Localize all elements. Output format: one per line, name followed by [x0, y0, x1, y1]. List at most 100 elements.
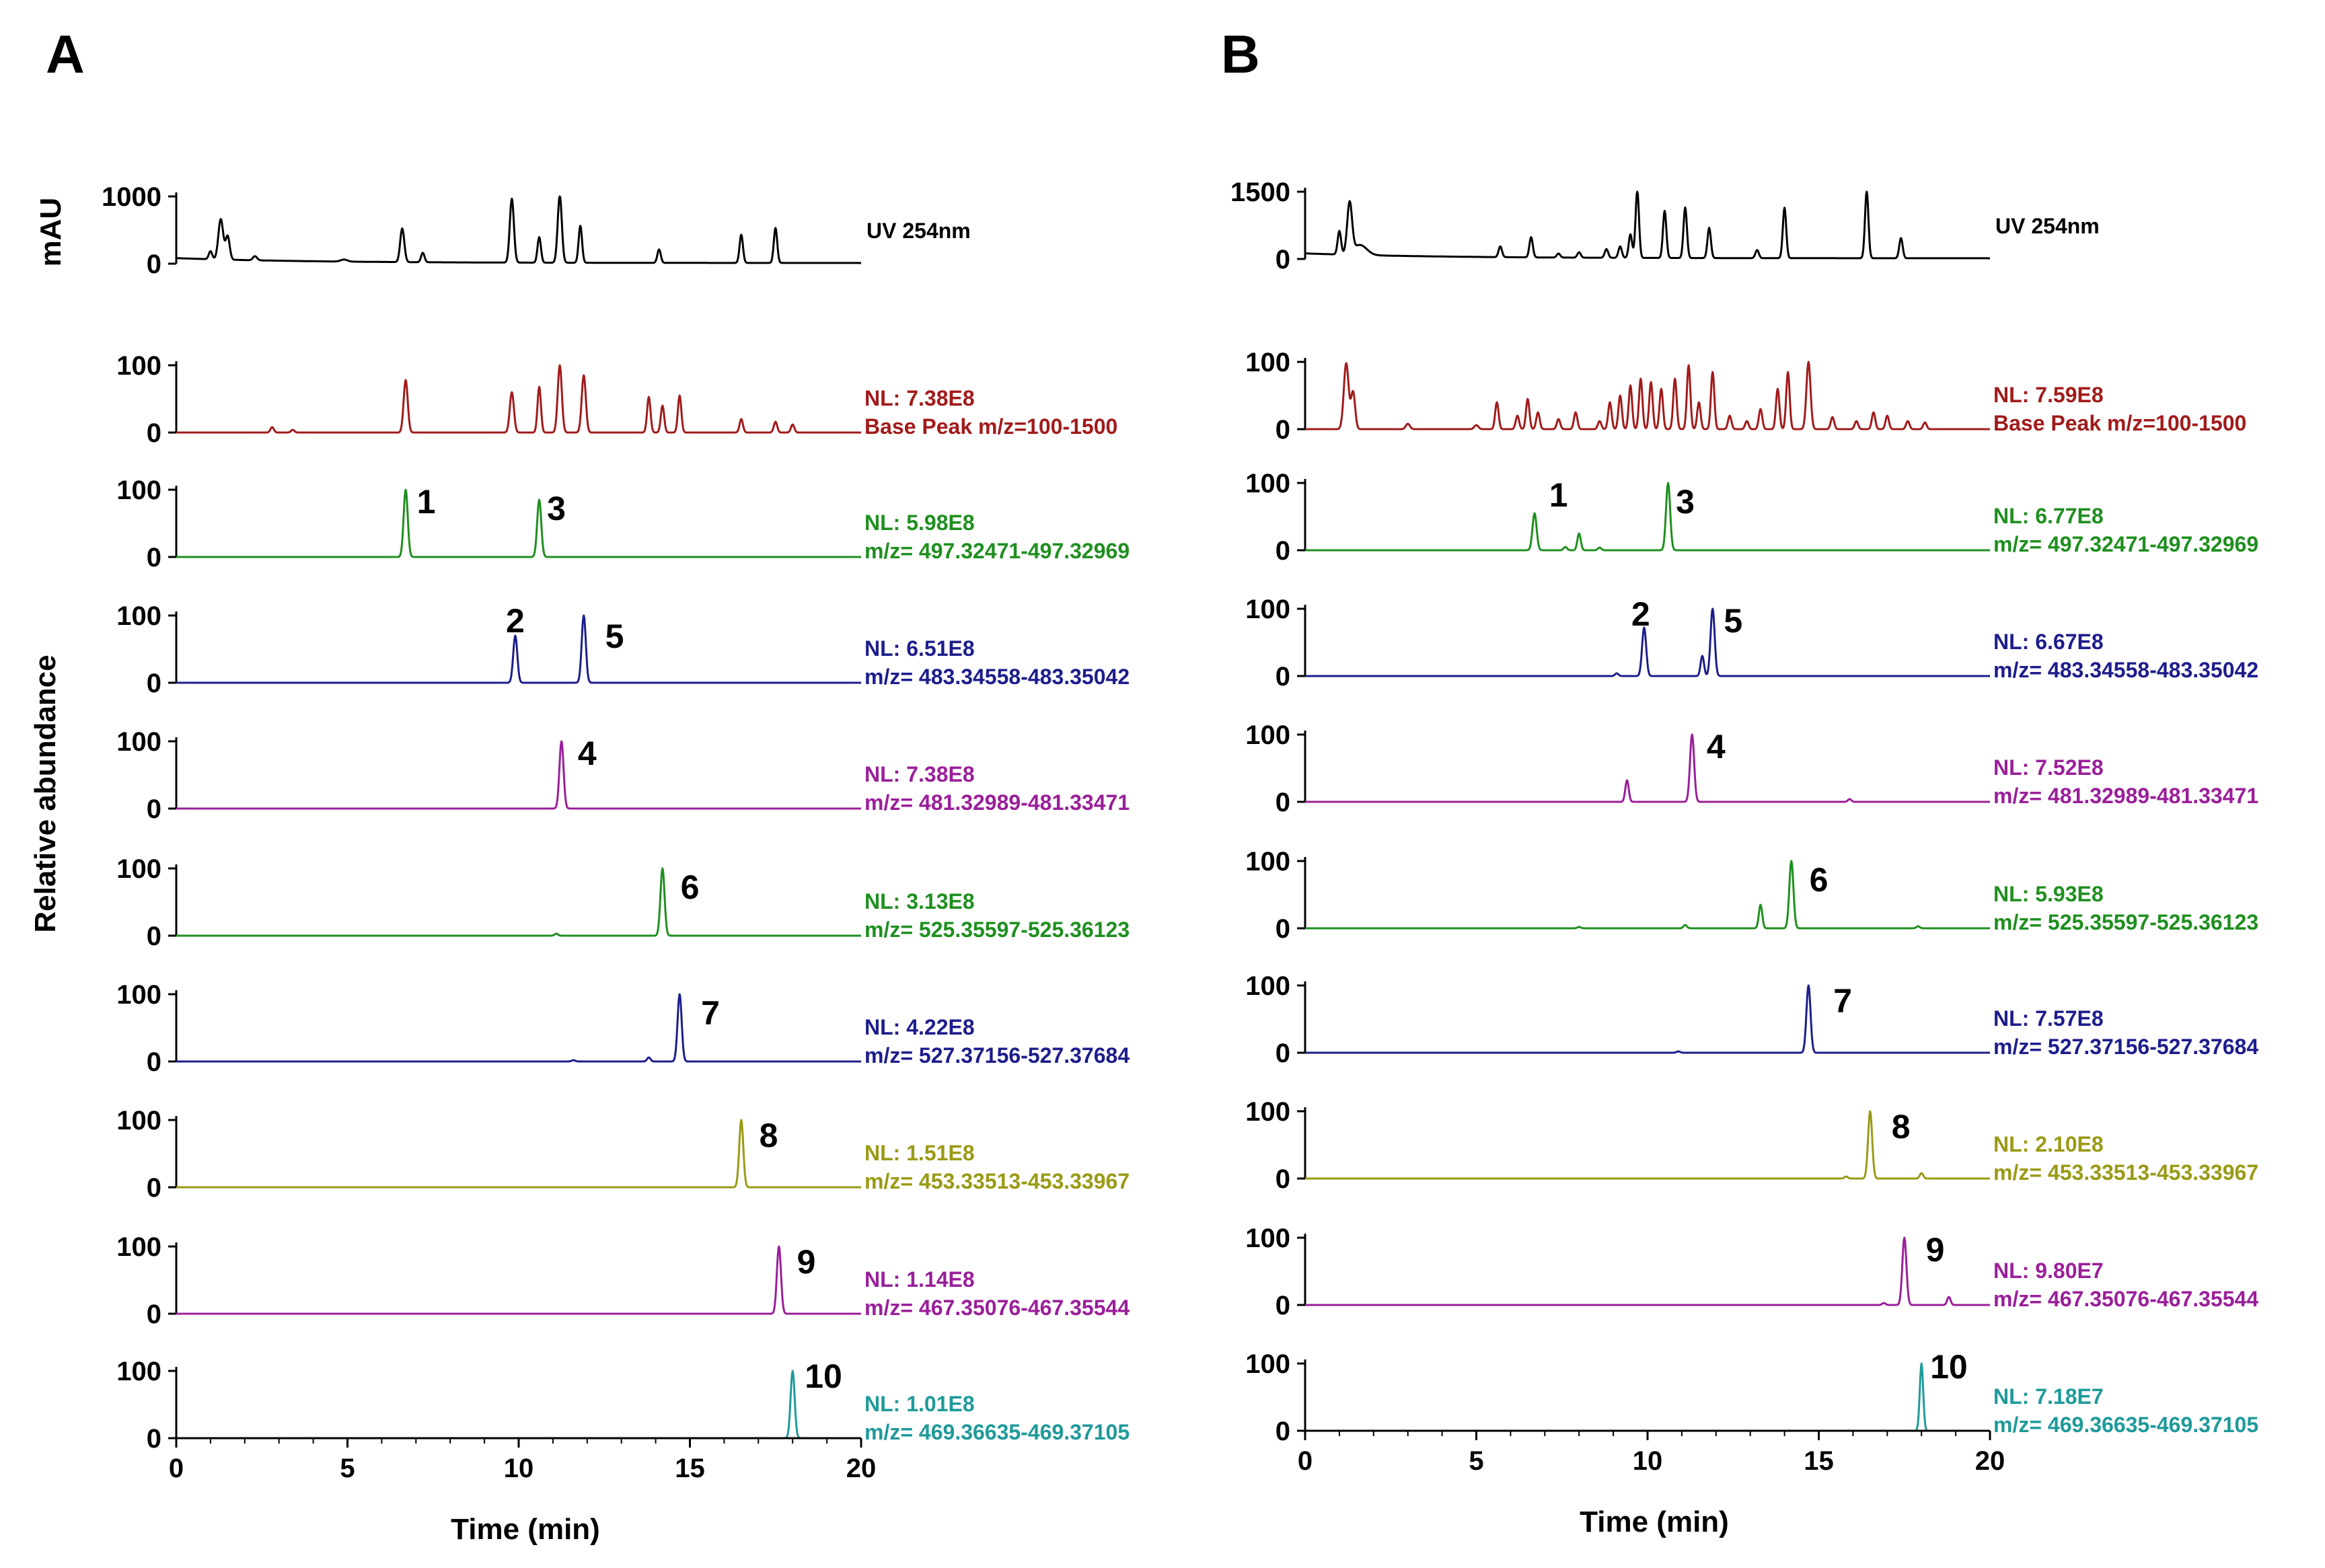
panel-b-trace-6-mz-label: m/z= 525.35597-525.36123 — [1993, 910, 2258, 934]
panel-b-trace-8-series-line — [1304, 1110, 1991, 1180]
panel-b-trace-8-y-tick-label: 0 — [1276, 1164, 1290, 1194]
panel-a-trace-5-nl-label: NL: 7.38E8 — [864, 762, 975, 786]
panel-a-trace-9-peak-label-9: 9 — [797, 1243, 816, 1281]
panel-b-trace-8-y-tick-label: 100 — [1245, 1097, 1290, 1127]
panel-b-trace-4-y-tick-label: 100 — [1245, 595, 1290, 624]
panel-a-trace-2-y-tick-label: 100 — [116, 351, 161, 381]
panel-b-trace-9-y-tick-label: 0 — [1276, 1291, 1290, 1320]
panel-a-trace-4-peak-label-5: 5 — [605, 618, 624, 655]
panel-a-trace-6-y-tick-label: 0 — [147, 922, 161, 951]
panel-a-trace-9-y-tick-label: 100 — [116, 1232, 161, 1262]
panel-a-label: A — [46, 24, 85, 84]
panel-a-trace-1-label: UV 254nm — [866, 219, 971, 243]
panel-a-trace-3-series-line — [176, 488, 862, 558]
panel-a-trace-7-nl-label: NL: 4.22E8 — [864, 1015, 975, 1039]
panel-a-trace-7-peak-label-7: 7 — [701, 994, 720, 1032]
panel-a-trace-2-nl-label: NL: 7.38E8 — [864, 386, 975, 410]
panel-a-trace-9-nl-label: NL: 1.14E8 — [864, 1267, 975, 1292]
panel-b-trace-9-nl-label: NL: 9.80E7 — [1993, 1259, 2104, 1283]
panel-b-trace-1-label: UV 254nm — [1995, 214, 2100, 238]
panel-a-trace-10-y-tick-label: 0 — [147, 1424, 161, 1454]
panel-b-trace-3-peak-label-1: 1 — [1549, 476, 1568, 514]
panel-b-trace-2-y-tick-label: 0 — [1276, 415, 1290, 445]
panel-a-x-tick-label-15: 15 — [675, 1454, 705, 1483]
panel-a-trace-1-y-tick-label: 0 — [147, 250, 161, 279]
panel-b-trace-3-y-tick-label: 100 — [1245, 469, 1290, 498]
panel-a-trace-1-series-line — [176, 195, 862, 264]
panel-b-trace-2-mz-label: Base Peak m/z=100-1500 — [1993, 411, 2246, 435]
panel-a-trace-8-nl-label: NL: 1.51E8 — [864, 1141, 975, 1165]
panel-a-trace-3-peak-label-3: 3 — [547, 490, 566, 527]
panel-b-trace-6-peak-label-6: 6 — [1810, 861, 1829, 899]
panel-b-trace-9-peak-label-9: 9 — [1926, 1231, 1945, 1269]
panel-b-x-tick-label-20: 20 — [1975, 1446, 2005, 1476]
panel-b-trace-7-nl-label: NL: 7.57E8 — [1993, 1006, 2104, 1031]
panel-b-trace-4-series-line — [1304, 607, 1991, 677]
panel-a-trace-6-nl-label: NL: 3.13E8 — [864, 889, 975, 913]
panel-a-x-tick-label-20: 20 — [846, 1454, 877, 1483]
panel-b-trace-4-peak-label-5: 5 — [1724, 602, 1742, 640]
panel-b-x-axis-title: Time (min) — [1580, 1505, 1729, 1538]
panel-a-trace-7-y-tick-label: 0 — [147, 1047, 161, 1077]
panel-a-trace-4-nl-label: NL: 6.51E8 — [864, 636, 975, 661]
panel-b-trace-6-y-tick-label: 0 — [1276, 914, 1290, 944]
panel-b-trace-3-y-tick-label: 0 — [1276, 536, 1290, 566]
panel-a-trace-9-series-line — [176, 1245, 862, 1315]
panel-b-trace-5-peak-label-4: 4 — [1707, 728, 1726, 766]
panel-b-trace-8-peak-label-8: 8 — [1892, 1108, 1911, 1146]
panel-b-trace-7-peak-label-7: 7 — [1833, 982, 1852, 1020]
panel-a-trace-5-mz-label: m/z= 481.32989-481.33471 — [864, 790, 1130, 815]
panel-a-trace-8-mz-label: m/z= 453.33513-453.33967 — [864, 1169, 1130, 1193]
panel-b-x-tick-label-0: 0 — [1298, 1446, 1313, 1476]
panel-a-trace-4-y-tick-label: 0 — [147, 669, 161, 698]
panel-b-trace-10-nl-label: NL: 7.18E7 — [1993, 1384, 2104, 1409]
panel-b-trace-5-y-tick-label: 100 — [1245, 720, 1290, 750]
panel-b-trace-9-y-tick-label: 100 — [1245, 1224, 1290, 1253]
panel-b-trace-10-mz-label: m/z= 469.36635-469.37105 — [1993, 1413, 2258, 1437]
panel-a-trace-1-y-tick-label: 1000 — [102, 182, 161, 212]
panel-b-trace-3-nl-label: NL: 6.77E8 — [1993, 504, 2104, 528]
panel-b-trace-5-nl-label: NL: 7.52E8 — [1993, 755, 2104, 780]
panel-a-trace-5-series-line — [176, 740, 862, 810]
panel-a-trace-2-y-tick-label: 0 — [147, 418, 161, 448]
panel-b-trace-8-mz-label: m/z= 453.33513-453.33967 — [1993, 1160, 2258, 1185]
panel-a-trace-9-mz-label: m/z= 467.35076-467.35544 — [864, 1296, 1130, 1320]
panel-b-trace-6-nl-label: NL: 5.93E8 — [1993, 882, 2104, 906]
panel-b-trace-7-y-tick-label: 0 — [1276, 1039, 1290, 1068]
panel-b-trace-8-nl-label: NL: 2.10E8 — [1993, 1132, 2104, 1156]
panel-a-trace-3-y-tick-label: 100 — [116, 476, 161, 505]
panel-b-trace-2-y-tick-label: 100 — [1245, 348, 1290, 377]
panel-a-trace-10-mz-label: m/z= 469.36635-469.37105 — [864, 1420, 1130, 1444]
panel-a-trace-3-y-tick-label: 0 — [147, 543, 161, 572]
panel-b-trace-6-series-line — [1304, 860, 1991, 930]
panel-b-trace-2-nl-label: NL: 7.59E8 — [1993, 383, 2104, 407]
panel-b-trace-1-y-tick-label: 1500 — [1230, 178, 1290, 207]
panel-a-trace-6-series-line — [176, 867, 862, 937]
panel-b-trace-10-peak-label-10: 10 — [1930, 1348, 1968, 1386]
panel-a-trace-3-nl-label: NL: 5.98E8 — [864, 511, 975, 535]
panel-a-trace-10-nl-label: NL: 1.01E8 — [864, 1392, 975, 1416]
panel-a-trace-10-series-line — [176, 1370, 862, 1440]
y-axis-title-uv: mAU — [34, 198, 67, 267]
y-axis-title-ms: Relative abundance — [29, 655, 62, 932]
panel-b-label: B — [1221, 24, 1260, 84]
panel-b-trace-4-nl-label: NL: 6.67E8 — [1993, 630, 2104, 654]
panel-b-x-tick-label-10: 10 — [1633, 1446, 1663, 1476]
panel-b-trace-5-series-line — [1304, 733, 1991, 803]
panel-b-trace-10-y-tick-label: 100 — [1245, 1349, 1290, 1379]
panel-a-trace-4-series-line — [176, 614, 862, 684]
panel-b-trace-3-series-line — [1304, 482, 1991, 552]
panel-b-trace-5-mz-label: m/z= 481.32989-481.33471 — [1993, 784, 2258, 808]
panel-b-trace-10-y-tick-label: 0 — [1276, 1417, 1290, 1446]
panel-a-trace-3-peak-label-1: 1 — [417, 483, 436, 521]
panel-a-trace-4-peak-label-2: 2 — [506, 602, 525, 640]
panel-a-trace-8-y-tick-label: 100 — [116, 1106, 161, 1135]
panel-b-trace-4-peak-label-2: 2 — [1631, 595, 1650, 633]
panel-a-trace-5-y-tick-label: 100 — [116, 727, 161, 757]
panel-a-trace-9-y-tick-label: 0 — [147, 1300, 161, 1329]
panel-a-trace-6-mz-label: m/z= 525.35597-525.36123 — [864, 918, 1130, 942]
panel-a-x-axis-title: Time (min) — [451, 1513, 600, 1546]
panel-a-x-tick-label-5: 5 — [340, 1454, 355, 1483]
panel-a-x-tick-label-0: 0 — [169, 1454, 184, 1483]
panel-a-trace-7-series-line — [176, 993, 862, 1063]
